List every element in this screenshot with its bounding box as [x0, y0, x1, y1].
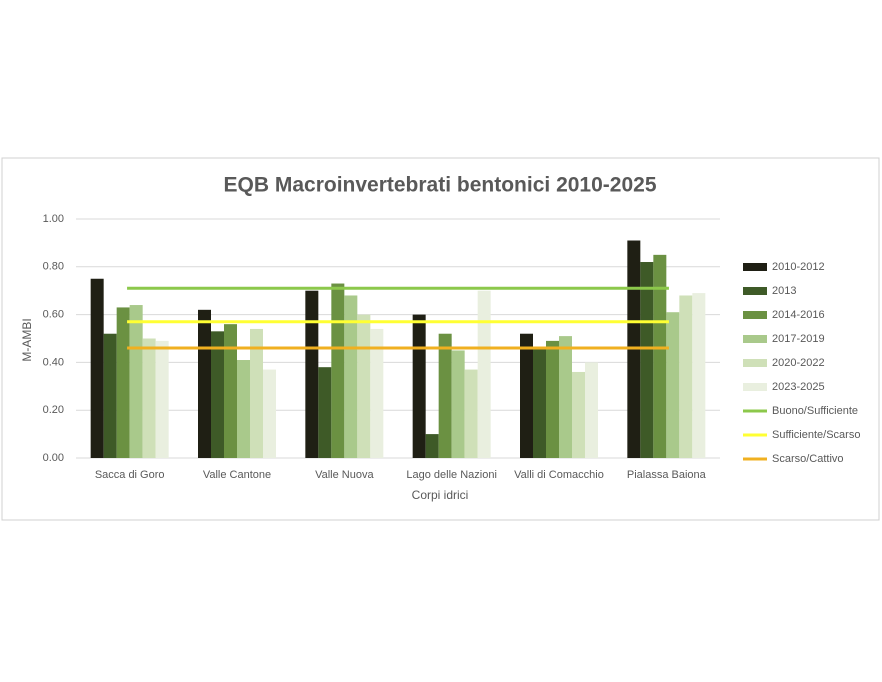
bar: [464, 369, 478, 458]
bar: [90, 278, 104, 458]
bar: [318, 367, 332, 458]
bar: [679, 295, 693, 458]
y-tick-label: 0.60: [43, 309, 64, 321]
chart-title: EQB Macroinvertebrati bentonici 2010-202…: [224, 174, 657, 197]
legend-swatch: [743, 311, 767, 319]
y-axis-title: M-AMBI: [20, 318, 34, 361]
bar: [559, 336, 572, 458]
bar: [237, 360, 250, 458]
bar: [103, 333, 117, 458]
y-tick-label: 1.00: [43, 213, 64, 225]
y-tick-label: 0.00: [43, 452, 64, 464]
legend-swatch: [743, 359, 767, 367]
bar: [653, 254, 667, 458]
bar: [546, 340, 559, 458]
legend-swatch: [743, 263, 767, 271]
bar: [692, 293, 706, 458]
bar: [116, 307, 130, 458]
bar: [155, 340, 169, 458]
bar: [585, 362, 598, 458]
bar: [198, 309, 211, 458]
x-axis-title: Corpi idrici: [412, 488, 469, 502]
legend-label: Sufficiente/Scarso: [772, 429, 860, 441]
bar: [357, 314, 371, 458]
legend-label: 2017-2019: [772, 333, 825, 345]
bar: [211, 331, 224, 458]
bar: [640, 262, 654, 458]
legend-swatch: [743, 383, 767, 391]
legend-label: Buono/Sufficiente: [772, 405, 858, 417]
bar: [451, 350, 465, 458]
legend-swatch: [743, 287, 767, 295]
x-tick-label: Valli di Comacchio: [514, 469, 604, 481]
bar: [533, 348, 546, 458]
legend-label: 2010-2012: [772, 261, 825, 273]
legend-label: 2013: [772, 285, 796, 297]
bar: [344, 295, 358, 458]
legend-label: 2023-2025: [772, 381, 825, 393]
bar: [331, 283, 345, 458]
x-tick-label: Valle Cantone: [203, 469, 271, 481]
bar: [572, 371, 585, 458]
x-tick-label: Valle Nuova: [315, 469, 374, 481]
x-tick-label: Sacca di Goro: [95, 469, 165, 481]
bar: [250, 328, 263, 458]
bar: [370, 328, 384, 458]
x-tick-label: Pialassa Baiona: [627, 469, 707, 481]
legend-label: 2020-2022: [772, 357, 825, 369]
bar: [224, 324, 237, 458]
bar: [305, 290, 319, 458]
bar: [666, 312, 680, 458]
legend-swatch: [743, 335, 767, 343]
legend-label: 2014-2016: [772, 309, 825, 321]
bar: [412, 314, 426, 458]
x-tick-label: Lago delle Nazioni: [406, 469, 497, 481]
y-tick-label: 0.20: [43, 404, 64, 416]
y-tick-label: 0.40: [43, 356, 64, 368]
bar: [520, 333, 533, 458]
y-tick-label: 0.80: [43, 261, 64, 273]
bar: [263, 369, 276, 458]
legend-label: Scarso/Cattivo: [772, 453, 844, 465]
bar: [438, 333, 452, 458]
bar: [477, 290, 491, 458]
bar: [129, 305, 143, 458]
bar: [142, 338, 156, 458]
bar: [425, 434, 439, 458]
